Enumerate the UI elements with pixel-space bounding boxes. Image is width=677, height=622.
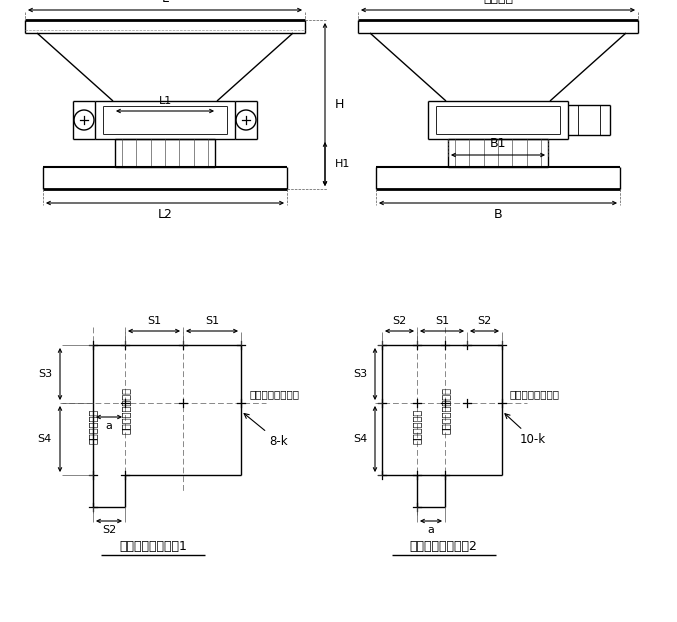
Text: L1: L1: [158, 96, 172, 106]
Text: S3: S3: [353, 369, 367, 379]
Text: S1: S1: [205, 316, 219, 326]
Text: 圆盘给料机中心线: 圆盘给料机中心线: [121, 386, 131, 434]
Text: 圆盘给料机中心线: 圆盘给料机中心线: [249, 389, 299, 399]
Text: H: H: [335, 98, 345, 111]
Text: a: a: [428, 525, 435, 535]
Text: S4: S4: [353, 434, 367, 444]
Text: 地脚螺栓孔布置图2: 地脚螺栓孔布置图2: [410, 541, 477, 554]
Text: L2: L2: [158, 208, 173, 221]
Text: S3: S3: [38, 369, 52, 379]
Text: 电动机中心线: 电动机中心线: [88, 409, 98, 443]
Text: S4: S4: [38, 434, 52, 444]
Text: S1: S1: [147, 316, 161, 326]
Text: 地脚螺栓孔布置图1: 地脚螺栓孔布置图1: [119, 541, 187, 554]
Text: B: B: [494, 208, 502, 221]
Text: 10-k: 10-k: [505, 414, 546, 446]
Text: a: a: [106, 421, 112, 431]
Text: 圆盘直径: 圆盘直径: [483, 0, 513, 5]
Text: S2: S2: [102, 525, 116, 535]
Text: S1: S1: [435, 316, 449, 326]
Text: 圆盘给料机中心线: 圆盘给料机中心线: [510, 389, 560, 399]
Text: 电动机中心线: 电动机中心线: [412, 409, 422, 443]
Text: S2: S2: [393, 316, 407, 326]
Text: L: L: [162, 0, 169, 5]
Text: 圆盘给料机中心线: 圆盘给料机中心线: [441, 386, 451, 434]
Text: B1: B1: [489, 137, 506, 150]
Text: S2: S2: [477, 316, 492, 326]
Text: 8-k: 8-k: [244, 414, 288, 448]
Text: H1: H1: [335, 159, 351, 169]
